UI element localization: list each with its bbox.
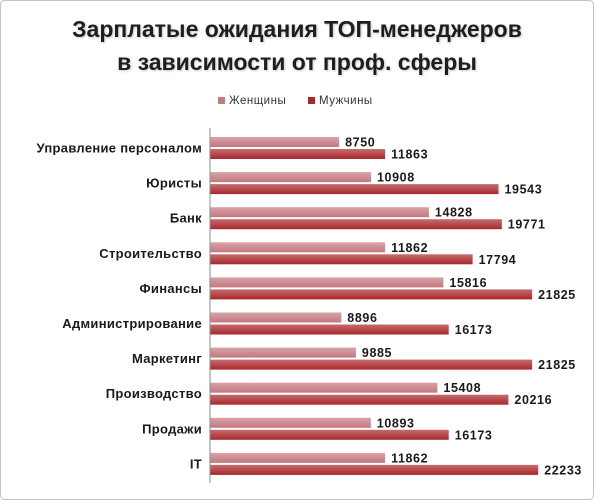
women-value-label-7: 15408: [443, 381, 481, 395]
women-bar-0: [210, 137, 340, 147]
category-label-7: Производство: [106, 386, 202, 401]
women-value-label-5: 8896: [347, 311, 377, 325]
legend-label-men: Мужчины: [319, 95, 373, 107]
women-bar-7: [210, 382, 438, 393]
legend-swatch-women: [218, 97, 225, 104]
category-label-6: Маркетинг: [132, 351, 202, 366]
men-bar-5: [210, 324, 449, 335]
women-bar-2: [210, 207, 429, 218]
women-bar-5: [210, 312, 342, 323]
women-value-label-1: 10908: [377, 171, 415, 185]
men-value-label-6: 21825: [538, 358, 576, 372]
legend-label-women: Женщины: [229, 95, 286, 107]
category-label-8: Продажи: [142, 421, 202, 436]
women-bar-3: [210, 242, 386, 253]
men-bar-4: [210, 289, 533, 300]
men-bar-0: [210, 149, 386, 159]
women-bar-4: [210, 277, 444, 288]
women-value-label-6: 9885: [362, 346, 392, 360]
women-value-label-9: 11862: [391, 451, 428, 465]
legend: Женщины Мужчины: [218, 95, 373, 107]
legend-swatch-men: [308, 97, 315, 104]
men-bar-2: [210, 219, 502, 230]
category-label-0: Управление персоналом: [37, 141, 203, 156]
men-value-label-3: 17794: [479, 253, 517, 267]
women-value-label-2: 14828: [435, 206, 473, 220]
women-bar-6: [210, 347, 356, 358]
men-value-label-2: 19771: [508, 218, 546, 232]
men-value-label-1: 19543: [505, 183, 543, 197]
category-label-9: IT: [190, 456, 202, 471]
women-bar-9: [210, 452, 386, 463]
men-bar-7: [210, 394, 509, 405]
women-value-label-3: 11862: [391, 241, 428, 255]
men-value-label-9: 22233: [544, 463, 582, 477]
category-label-2: Банк: [170, 211, 202, 226]
category-label-1: Юристы: [146, 176, 202, 191]
men-bar-8: [210, 429, 449, 440]
men-value-label-5: 16173: [455, 323, 493, 337]
women-value-label-8: 10893: [377, 416, 415, 430]
chart-title-line-2: в зависимости от проф. сферы: [117, 49, 477, 75]
women-value-label-4: 15816: [449, 276, 487, 290]
women-bar-8: [210, 417, 371, 428]
men-bar-3: [210, 254, 473, 265]
men-bar-6: [210, 359, 533, 370]
men-value-label-7: 20216: [514, 393, 552, 407]
men-bar-1: [210, 184, 499, 195]
data-labels: 8750 11863 10908 19543 14828 19771 11862 17794 1…: [345, 136, 582, 478]
category-label-3: Строительство: [99, 246, 202, 261]
men-value-label-4: 21825: [538, 288, 576, 302]
category-labels: Управление персоналом Юристы Банк Строитель…: [37, 141, 203, 472]
men-bar-9: [210, 464, 539, 475]
chart-title-line-1: Зарплатые ожидания ТОП-менеджеров: [72, 16, 522, 42]
women-value-label-0: 8750: [345, 136, 375, 150]
category-label-5: Администрирование: [62, 316, 202, 331]
women-bar-1: [210, 172, 371, 183]
men-value-label-0: 11863: [391, 148, 428, 162]
bars: [210, 137, 539, 475]
category-label-4: Финансы: [140, 281, 202, 296]
men-value-label-8: 16173: [455, 428, 493, 442]
